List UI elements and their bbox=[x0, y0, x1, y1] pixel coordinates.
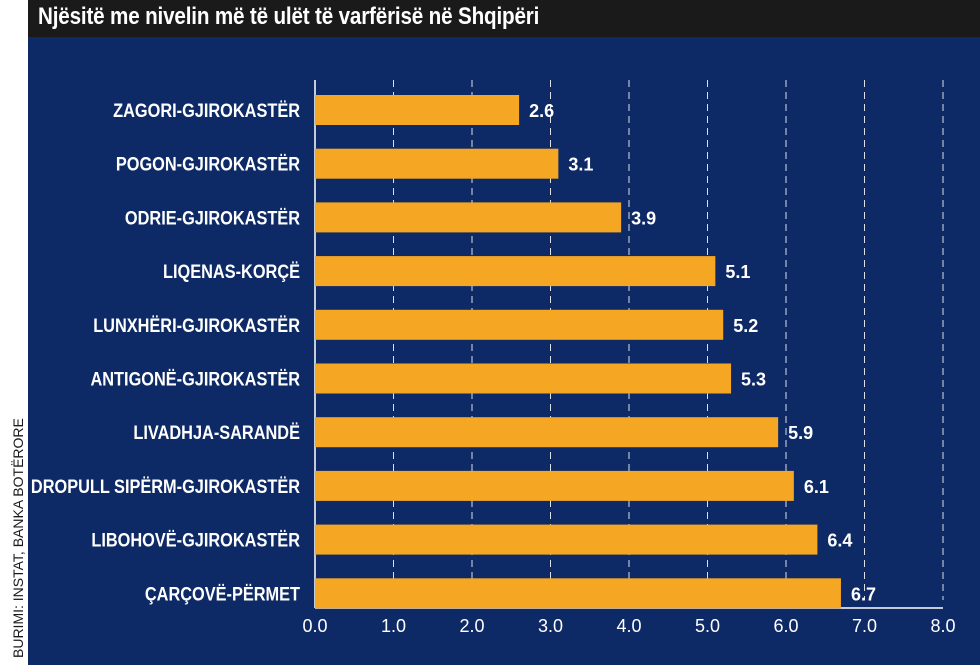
x-tick-label: 7.0 bbox=[852, 616, 877, 636]
category-label: LIQENAS-KORÇË bbox=[163, 261, 300, 282]
bar bbox=[315, 202, 622, 233]
category-label: LIBOHOVË-GJIROKASTËR bbox=[91, 529, 300, 550]
x-tick-label: 5.0 bbox=[695, 616, 720, 636]
bar bbox=[315, 578, 841, 609]
category-label: ANTIGONË-GJIROKASTËR bbox=[90, 368, 300, 389]
value-label: 3.9 bbox=[631, 208, 656, 228]
category-label: DROPULL SIPËRM-GJIROKASTËR bbox=[31, 476, 300, 497]
category-label: POGON-GJIROKASTËR bbox=[116, 154, 300, 175]
bar bbox=[315, 524, 818, 555]
category-label: ÇARÇOVË-PËRMET bbox=[145, 583, 300, 604]
title-bar: Njësitë me nivelin më të ulët të varfëri… bbox=[28, 0, 980, 37]
bar bbox=[315, 363, 732, 394]
category-label: ODRIE-GJIROKASTËR bbox=[125, 207, 300, 228]
value-label: 6.7 bbox=[851, 584, 876, 604]
value-label: 6.4 bbox=[827, 531, 852, 551]
value-label: 5.2 bbox=[733, 316, 758, 336]
value-label: 5.1 bbox=[725, 262, 750, 282]
bar bbox=[315, 256, 716, 287]
value-label: 3.1 bbox=[568, 155, 593, 175]
value-label: 5.9 bbox=[788, 423, 813, 443]
bar bbox=[315, 95, 520, 125]
bar bbox=[315, 148, 559, 179]
value-label: 5.3 bbox=[741, 370, 766, 390]
bar bbox=[315, 470, 794, 501]
x-tick-label: 0.0 bbox=[302, 616, 327, 636]
x-tick-label: 3.0 bbox=[538, 616, 563, 636]
x-tick-label: 4.0 bbox=[616, 616, 641, 636]
category-label: ZAGORI-GJIROKASTËR bbox=[113, 100, 300, 121]
bar bbox=[315, 417, 779, 448]
plot-panel bbox=[28, 37, 980, 665]
category-label: LIVADHJA-SARANDË bbox=[133, 422, 300, 443]
bar bbox=[315, 309, 724, 340]
value-label: 6.1 bbox=[804, 477, 829, 497]
value-label: 2.6 bbox=[529, 101, 554, 121]
x-tick-label: 8.0 bbox=[930, 616, 955, 636]
x-tick-label: 2.0 bbox=[459, 616, 484, 636]
category-label: LUNXHËRI-GJIROKASTËR bbox=[93, 315, 300, 336]
x-tick-label: 6.0 bbox=[773, 616, 798, 636]
chart-title: Njësitë me nivelin më të ulët të varfëri… bbox=[38, 3, 540, 30]
x-tick-label: 1.0 bbox=[381, 616, 406, 636]
